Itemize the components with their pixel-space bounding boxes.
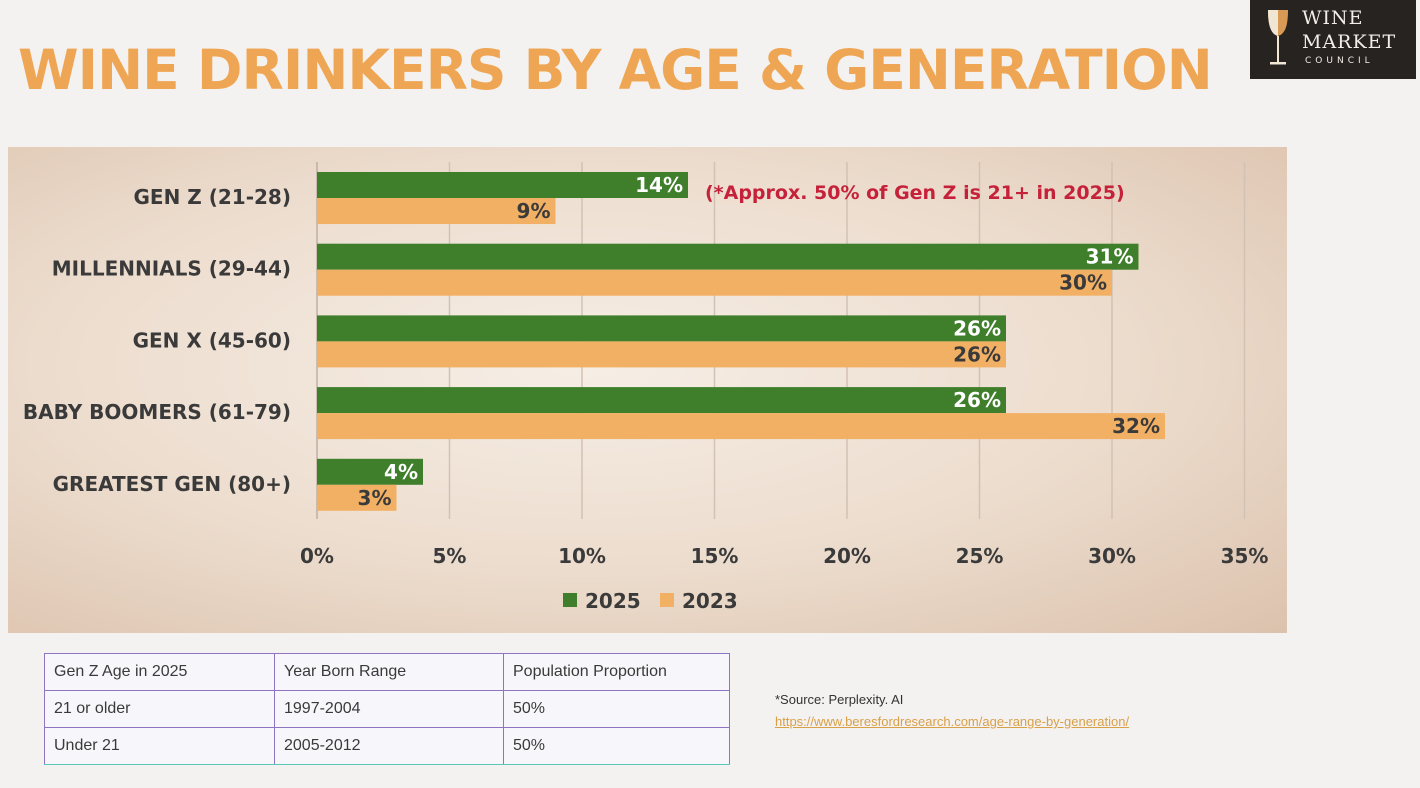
data-label: 26% <box>953 342 1001 366</box>
wine-glass-icon <box>1268 10 1288 65</box>
data-label: 14% <box>635 173 683 197</box>
table-header-cell: Population Proportion <box>503 653 730 691</box>
table-cell: Under 21 <box>44 727 275 765</box>
chart-annotation: (*Approx. 50% of Gen Z is 21+ in 2025) <box>705 182 1125 204</box>
data-label: 3% <box>358 486 392 510</box>
bar-2025 <box>317 458 423 485</box>
data-label: 32% <box>1112 414 1160 438</box>
table-cell: 1997-2004 <box>274 690 504 728</box>
x-tick-label: 5% <box>433 544 467 568</box>
legend-label: 2025 <box>585 589 641 613</box>
data-label: 9% <box>517 199 551 223</box>
data-label: 30% <box>1059 271 1107 295</box>
chart-panel: 0% 5% 10% 15% 20% 25% 30% 35% GEN Z (21-28) 14% 9%… <box>8 147 1287 633</box>
table-row: Under 21 2005-2012 50% <box>44 727 730 765</box>
data-label: 31% <box>1086 245 1134 269</box>
table-header-cell: Year Born Range <box>274 653 504 691</box>
data-label: 26% <box>953 388 1001 412</box>
legend-label: 2023 <box>682 589 738 613</box>
x-tick-label: 25% <box>956 544 1004 568</box>
logo-text-line1: WINE <box>1302 7 1364 29</box>
table-cell: 50% <box>503 690 730 728</box>
x-tick-label: 35% <box>1221 544 1269 568</box>
bar-chart: 0% 5% 10% 15% 20% 25% 30% 35% GEN Z (21-28) 14% 9%… <box>23 162 1269 613</box>
gen-z-table: Gen Z Age in 2025 Year Born Range Popula… <box>44 653 730 765</box>
bar-2023 <box>317 484 397 511</box>
category-label: MILLENNIALS (29-44) <box>52 257 291 281</box>
bar-2025 <box>317 315 1006 342</box>
x-tick-label: 10% <box>558 544 606 568</box>
data-label: 4% <box>384 460 418 484</box>
x-tick-label: 30% <box>1088 544 1136 568</box>
table-row: 21 or older 1997-2004 50% <box>44 690 730 728</box>
legend-swatch-2025 <box>563 593 577 607</box>
table-cell: 2005-2012 <box>274 727 504 765</box>
bar-2025 <box>317 387 1006 414</box>
bar-2023 <box>317 269 1112 296</box>
source-link[interactable]: https://www.beresfordresearch.com/age-ra… <box>775 714 1130 729</box>
category-label: GREATEST GEN (80+) <box>53 472 291 496</box>
wine-market-council-logo: WINE MARKET COUNCIL <box>1250 0 1416 79</box>
category-label: GEN X (45-60) <box>133 328 291 352</box>
page-title: WINE DRINKERS BY AGE & GENERATION <box>18 38 1213 102</box>
x-tick-label: 0% <box>300 544 334 568</box>
bar-2023 <box>317 198 556 224</box>
source-note: *Source: Perplexity. AI <box>775 692 904 707</box>
bar-2023 <box>317 413 1165 440</box>
x-tick-label: 15% <box>691 544 739 568</box>
table-cell: 50% <box>503 727 730 765</box>
table-header-row: Gen Z Age in 2025 Year Born Range Popula… <box>44 653 730 691</box>
bar-2025 <box>317 172 688 198</box>
data-label: 26% <box>953 316 1001 340</box>
logo-text-line2: MARKET <box>1302 31 1397 53</box>
category-label: BABY BOOMERS (61-79) <box>23 400 291 424</box>
table-header-cell: Gen Z Age in 2025 <box>44 653 275 691</box>
logo-text-line3: COUNCIL <box>1305 56 1374 66</box>
table-cell: 21 or older <box>44 690 275 728</box>
category-label: GEN Z (21-28) <box>134 185 292 209</box>
bar-2025 <box>317 243 1139 270</box>
x-tick-label: 20% <box>823 544 871 568</box>
bar-2023 <box>317 341 1006 368</box>
legend-swatch-2023 <box>660 593 674 607</box>
